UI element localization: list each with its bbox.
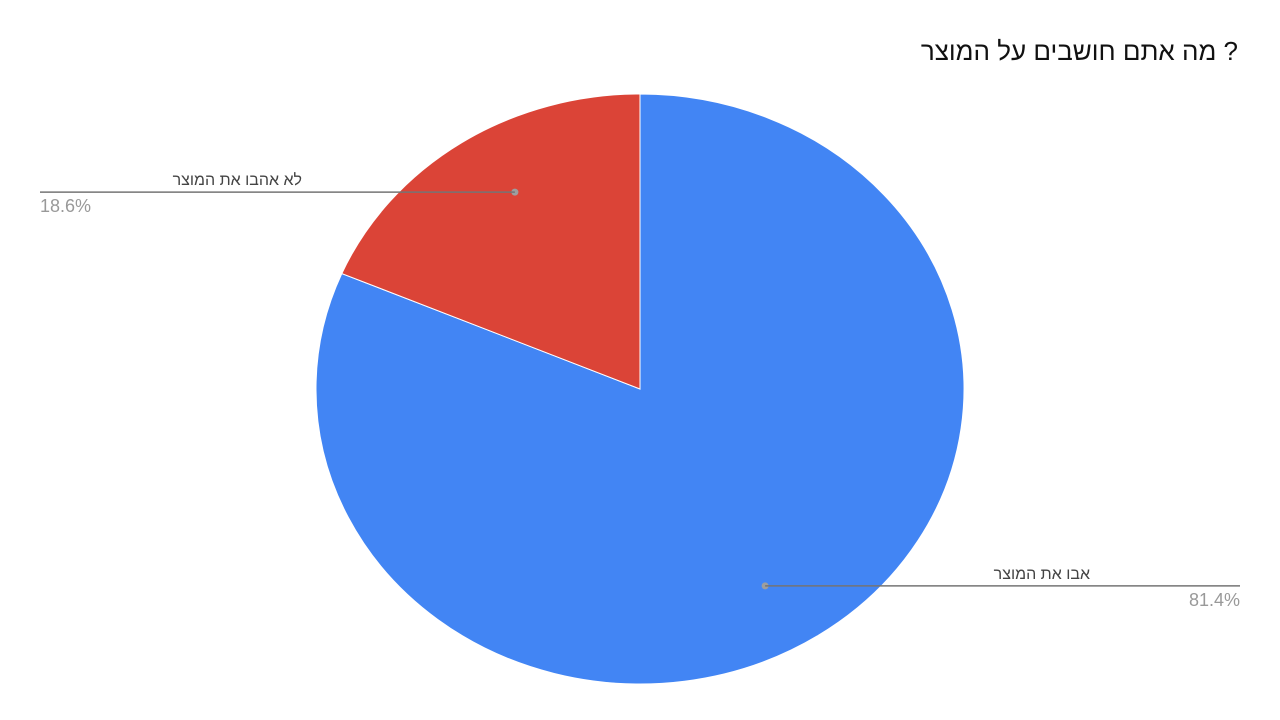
slice-label: אבו את המוצר xyxy=(994,566,1090,583)
slice-label: לא אהבו את המוצר xyxy=(173,171,302,189)
slice-value-label: 18.6% xyxy=(40,196,91,216)
slice-annotation-1: אבו את המוצר 81.4% xyxy=(761,566,1240,610)
slice-value-label: 81.4% xyxy=(1189,590,1240,610)
chart-title: ? מה אתם חושבים על המוצר xyxy=(920,36,1238,66)
pie-slice-2 xyxy=(341,93,641,390)
slice-annotation-2: לא אהבו את המוצר 18.6% xyxy=(40,171,519,216)
